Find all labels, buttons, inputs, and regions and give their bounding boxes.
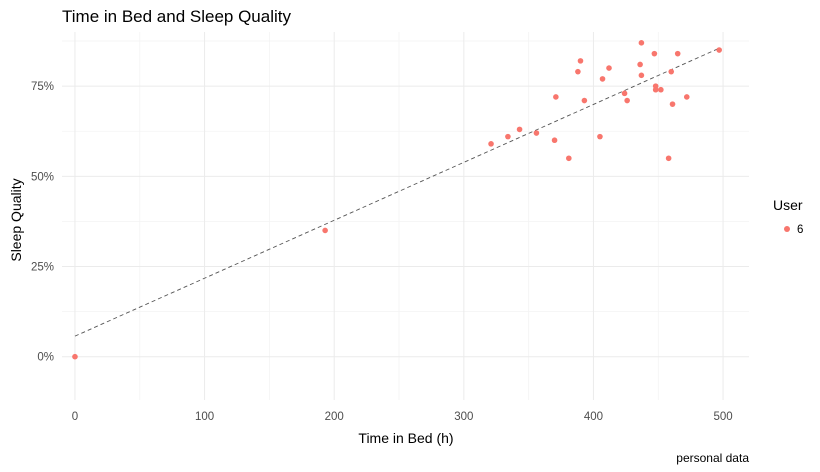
major-gridlines [62,32,749,400]
data-point [505,133,511,140]
data-point [606,65,612,71]
data-point [597,133,603,140]
data-point [553,94,559,100]
data-point [577,58,584,64]
chart-title: Time in Bed and Sleep Quality [62,7,291,26]
data-point [638,40,645,46]
x-axis-ticks: 0 100 200 300 400 500 [72,411,733,423]
data-point [581,97,588,104]
data-point [683,94,690,100]
x-tick-label: 400 [584,411,603,423]
data-point [488,141,494,147]
data-point [651,50,658,57]
data-point [566,155,572,162]
x-tick-label: 0 [72,411,78,423]
y-tick-label: 50% [31,171,54,183]
data-point [668,68,675,75]
trendline-layer [74,47,720,337]
legend-title: User [773,197,803,213]
data-point [551,137,558,144]
y-axis-title: Sleep Quality [8,178,24,261]
y-tick-label: 25% [31,262,54,274]
x-tick-label: 300 [454,411,473,423]
data-point [599,76,606,82]
y-tick-label: 0% [37,352,54,364]
y-axis-ticks: 0% 25% 50% 75% [31,81,54,364]
data-point [658,86,664,93]
data-point [624,97,630,104]
data-point [637,61,643,68]
data-point [72,353,78,360]
x-tick-label: 500 [713,411,732,423]
x-axis-title: Time in Bed (h) [358,430,453,446]
x-tick-label: 100 [195,411,214,423]
minor-gridlines [62,32,749,400]
legend-label: 6 [797,224,803,236]
data-point [665,155,672,162]
legend: User 6 [773,197,803,236]
x-tick-label: 200 [325,411,344,423]
trendline [74,47,720,337]
data-point [322,227,328,234]
legend-key-point [784,226,790,232]
data-point [533,130,540,136]
chart-caption: personal data [676,451,749,465]
data-point [516,126,523,133]
data-point [674,50,681,57]
data-point [669,101,676,107]
data-points [72,40,722,360]
data-point [638,72,645,79]
data-point [575,68,581,75]
data-point [652,86,659,93]
y-tick-label: 75% [31,81,54,93]
data-point [621,90,628,97]
data-point [716,47,722,53]
